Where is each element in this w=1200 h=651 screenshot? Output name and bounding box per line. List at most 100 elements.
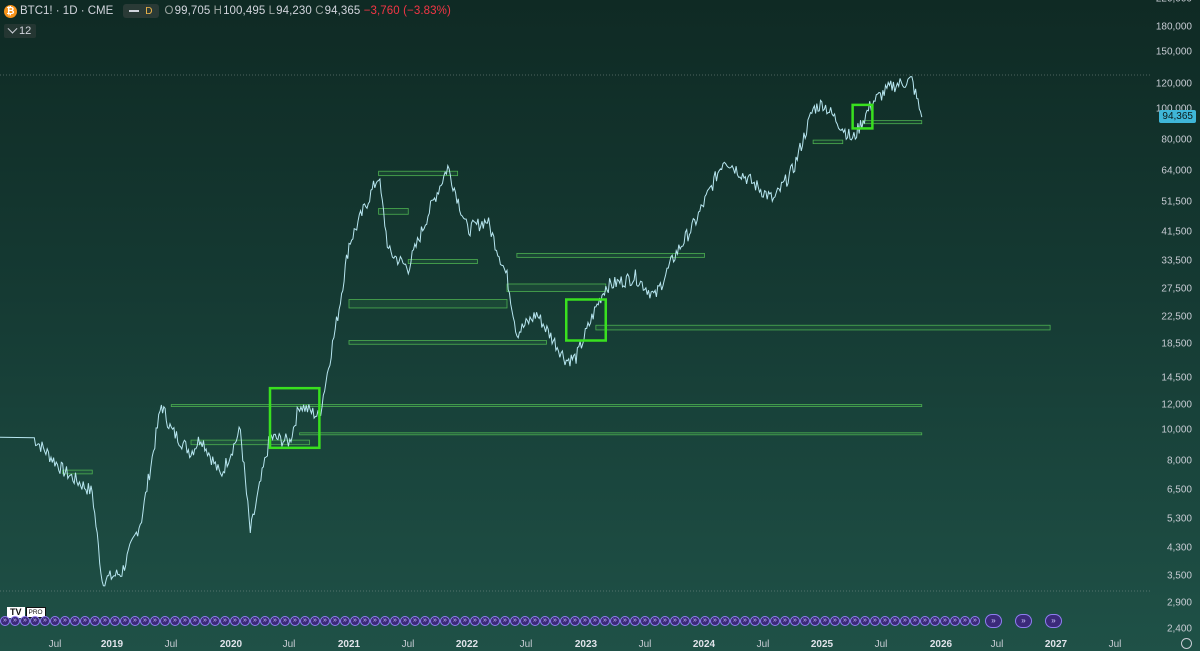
event-marker[interactable]: » xyxy=(80,616,90,626)
event-marker[interactable]: » xyxy=(340,616,350,626)
event-marker[interactable]: » xyxy=(450,616,460,626)
event-marker[interactable]: » xyxy=(810,616,820,626)
event-marker[interactable]: » xyxy=(870,616,880,626)
event-marker[interactable]: » xyxy=(770,616,780,626)
event-marker[interactable]: » xyxy=(960,616,970,626)
time-axis[interactable]: Jul 2019 Jul 2020 Jul 2021 Jul 2022 Jul 2023 Jul 20… xyxy=(0,637,1140,651)
event-marker[interactable]: » xyxy=(890,616,900,626)
event-marker[interactable]: » xyxy=(760,616,770,626)
event-marker[interactable]: » xyxy=(150,616,160,626)
event-marker[interactable]: » xyxy=(540,616,550,626)
event-marker[interactable]: » xyxy=(430,616,440,626)
events-row[interactable]: »»»»»»»»»»»»»»»»»»»»»»»»»»»»»»»»»»»»»»»»… xyxy=(0,614,1000,628)
event-marker[interactable]: » xyxy=(30,616,40,626)
event-marker[interactable]: » xyxy=(360,616,370,626)
event-marker[interactable]: » xyxy=(780,616,790,626)
event-marker[interactable]: » xyxy=(670,616,680,626)
session-pill[interactable]: D xyxy=(123,4,159,18)
event-marker[interactable]: » xyxy=(985,614,1002,628)
event-marker[interactable]: » xyxy=(120,616,130,626)
event-marker[interactable]: » xyxy=(140,616,150,626)
event-marker[interactable]: » xyxy=(300,616,310,626)
event-marker[interactable]: » xyxy=(380,616,390,626)
event-marker[interactable]: » xyxy=(270,616,280,626)
event-marker[interactable]: » xyxy=(310,616,320,626)
event-marker[interactable]: » xyxy=(470,616,480,626)
event-marker[interactable]: » xyxy=(200,616,210,626)
event-marker[interactable]: » xyxy=(740,616,750,626)
event-marker[interactable]: » xyxy=(420,616,430,626)
event-marker[interactable]: » xyxy=(440,616,450,626)
event-marker[interactable]: » xyxy=(220,616,230,626)
event-marker[interactable]: » xyxy=(590,616,600,626)
event-marker[interactable]: » xyxy=(730,616,740,626)
event-marker[interactable]: » xyxy=(650,616,660,626)
event-marker[interactable]: » xyxy=(330,616,340,626)
event-marker[interactable]: » xyxy=(250,616,260,626)
event-marker[interactable]: » xyxy=(530,616,540,626)
event-marker[interactable]: » xyxy=(210,616,220,626)
event-marker[interactable]: » xyxy=(180,616,190,626)
event-marker[interactable]: » xyxy=(90,616,100,626)
event-marker[interactable]: » xyxy=(50,616,60,626)
event-marker[interactable]: » xyxy=(640,616,650,626)
event-marker[interactable]: » xyxy=(10,616,20,626)
event-marker[interactable]: » xyxy=(70,616,80,626)
event-marker[interactable]: » xyxy=(0,616,10,626)
event-marker[interactable]: » xyxy=(970,616,980,626)
event-marker[interactable]: » xyxy=(830,616,840,626)
event-marker[interactable]: » xyxy=(950,616,960,626)
event-marker[interactable]: » xyxy=(260,616,270,626)
event-marker[interactable]: » xyxy=(60,616,70,626)
event-marker[interactable]: » xyxy=(20,616,30,626)
price-axis[interactable]: 220,000 180,000 150,000 120,000 100,000 80,00… xyxy=(1142,0,1200,651)
event-marker[interactable]: » xyxy=(520,616,530,626)
event-marker[interactable]: » xyxy=(900,616,910,626)
event-marker[interactable]: » xyxy=(400,616,410,626)
event-marker[interactable]: » xyxy=(410,616,420,626)
event-marker[interactable]: » xyxy=(1045,614,1062,628)
event-marker[interactable]: » xyxy=(100,616,110,626)
event-marker[interactable]: » xyxy=(290,616,300,626)
event-marker[interactable]: » xyxy=(860,616,870,626)
event-marker[interactable]: » xyxy=(710,616,720,626)
event-marker[interactable]: » xyxy=(190,616,200,626)
event-marker[interactable]: » xyxy=(480,616,490,626)
event-marker[interactable]: » xyxy=(580,616,590,626)
event-marker[interactable]: » xyxy=(620,616,630,626)
event-marker[interactable]: » xyxy=(40,616,50,626)
event-marker[interactable]: » xyxy=(500,616,510,626)
event-marker[interactable]: » xyxy=(350,616,360,626)
event-marker[interactable]: » xyxy=(170,616,180,626)
event-marker[interactable]: » xyxy=(840,616,850,626)
event-marker[interactable]: » xyxy=(690,616,700,626)
event-marker[interactable]: » xyxy=(390,616,400,626)
event-marker[interactable]: » xyxy=(240,616,250,626)
event-marker[interactable]: » xyxy=(550,616,560,626)
event-marker[interactable]: » xyxy=(930,616,940,626)
gear-icon[interactable] xyxy=(1181,638,1192,649)
symbol-title[interactable]: BTC1! · 1D · CME xyxy=(20,5,114,17)
event-marker[interactable]: » xyxy=(800,616,810,626)
event-marker[interactable]: » xyxy=(680,616,690,626)
event-marker[interactable]: » xyxy=(790,616,800,626)
event-marker[interactable]: » xyxy=(230,616,240,626)
event-marker[interactable]: » xyxy=(940,616,950,626)
event-marker[interactable]: » xyxy=(600,616,610,626)
event-marker[interactable]: » xyxy=(490,616,500,626)
event-marker[interactable]: » xyxy=(750,616,760,626)
event-marker[interactable]: » xyxy=(820,616,830,626)
event-marker[interactable]: » xyxy=(700,616,710,626)
event-marker[interactable]: » xyxy=(850,616,860,626)
event-marker[interactable]: » xyxy=(610,616,620,626)
event-marker[interactable]: » xyxy=(1015,614,1032,628)
event-marker[interactable]: » xyxy=(570,616,580,626)
event-marker[interactable]: » xyxy=(630,616,640,626)
event-marker[interactable]: » xyxy=(370,616,380,626)
event-marker[interactable]: » xyxy=(720,616,730,626)
event-marker[interactable]: » xyxy=(910,616,920,626)
event-marker[interactable]: » xyxy=(920,616,930,626)
event-marker[interactable]: » xyxy=(560,616,570,626)
event-marker[interactable]: » xyxy=(280,616,290,626)
